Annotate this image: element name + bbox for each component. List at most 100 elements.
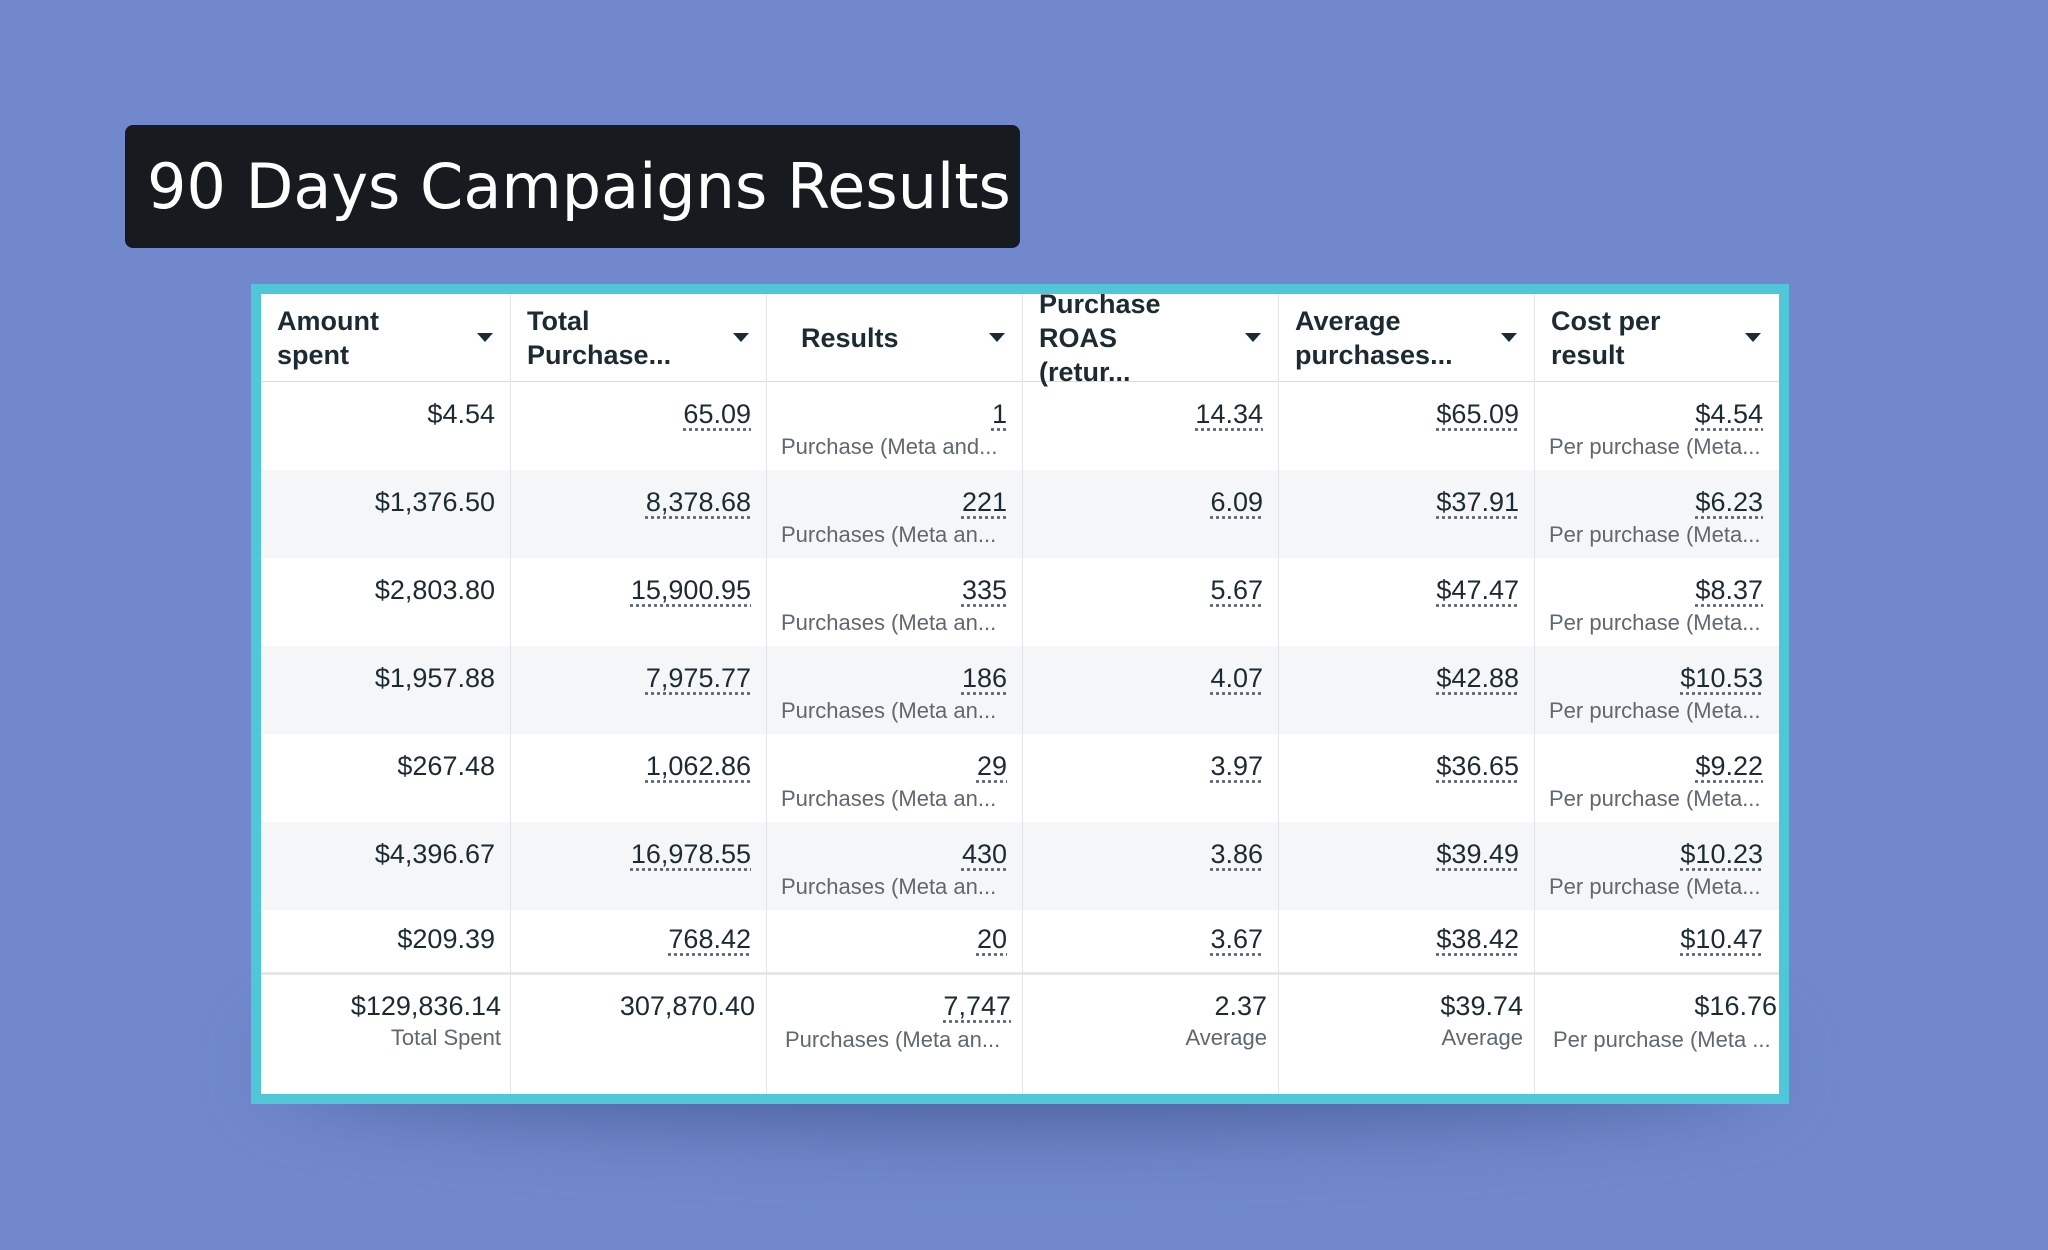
total-purchase-cell: 7,975.77 bbox=[511, 646, 767, 734]
cost-per-result-value[interactable]: $9.22 bbox=[1695, 751, 1763, 781]
table-row[interactable]: $2,803.80 15,900.95 335 Purchases (Meta a… bbox=[261, 558, 1779, 646]
average-purchases-value[interactable]: $65.09 bbox=[1436, 399, 1519, 429]
column-header-label: Average purchases... bbox=[1295, 305, 1453, 370]
column-header-label: Purchase ROAS (retur... bbox=[1039, 294, 1161, 387]
average-purchases-cell: $42.88 bbox=[1279, 646, 1535, 734]
cost-per-result-cell: $10.53 Per purchase (Meta... bbox=[1535, 646, 1779, 734]
results-subtext: Purchases (Meta an... bbox=[781, 786, 997, 811]
average-purchases-value[interactable]: $37.91 bbox=[1436, 487, 1519, 517]
cost-per-result-subtext: Per purchase (Meta... bbox=[1549, 786, 1761, 811]
roas-cell: 3.86 bbox=[1023, 822, 1279, 910]
total-roas-subtext: Average bbox=[1185, 1025, 1267, 1050]
results-table: Amount spent Total Purchase... Results P… bbox=[261, 294, 1779, 1094]
roas-value[interactable]: 14.34 bbox=[1195, 399, 1263, 429]
average-purchases-value[interactable]: $38.42 bbox=[1436, 924, 1519, 954]
total-purchase-value[interactable]: 15,900.95 bbox=[630, 575, 751, 605]
table-frame: Amount spent Total Purchase... Results P… bbox=[251, 284, 1789, 1104]
average-purchases-value[interactable]: $39.49 bbox=[1436, 839, 1519, 869]
results-cell: 221 Purchases (Meta an... bbox=[767, 470, 1023, 558]
results-subtext: Purchase (Meta and... bbox=[781, 434, 998, 459]
roas-value[interactable]: 3.86 bbox=[1210, 839, 1263, 869]
roas-value[interactable]: 3.67 bbox=[1210, 924, 1263, 954]
amount-spent-value: $4.54 bbox=[427, 399, 495, 429]
total-purchase-value[interactable]: 7,975.77 bbox=[645, 663, 751, 693]
total-purchase-total-cell: 307,870.40 bbox=[511, 975, 767, 1094]
amount-spent-value: $1,957.88 bbox=[374, 663, 495, 693]
cost-per-result-value[interactable]: $10.47 bbox=[1680, 924, 1763, 954]
caret-down-icon[interactable] bbox=[1501, 333, 1517, 342]
results-subtext: Purchases (Meta an... bbox=[781, 874, 997, 899]
caret-down-icon[interactable] bbox=[733, 333, 749, 342]
results-value[interactable]: 29 bbox=[976, 751, 1007, 781]
caret-down-icon[interactable] bbox=[1745, 333, 1761, 342]
average-purchases-cell: $38.42 bbox=[1279, 910, 1535, 968]
total-purchase-value[interactable]: 768.42 bbox=[668, 924, 751, 954]
total-purchase-value[interactable]: 65.09 bbox=[683, 399, 751, 429]
average-purchases-value[interactable]: $36.65 bbox=[1436, 751, 1519, 781]
results-value[interactable]: 335 bbox=[961, 575, 1007, 605]
roas-value[interactable]: 3.97 bbox=[1210, 751, 1263, 781]
amount-spent-cell: $4.54 bbox=[261, 382, 511, 470]
results-cell: 1 Purchase (Meta and... bbox=[767, 382, 1023, 470]
table-row[interactable]: $209.39 768.42 20 3.67 $38.42 $10.47 bbox=[261, 910, 1779, 968]
cost-per-result-value[interactable]: $10.53 bbox=[1680, 663, 1763, 693]
table-row[interactable]: $267.48 1,062.86 29 Purchases (Meta an...… bbox=[261, 734, 1779, 822]
column-header-cost-per-result[interactable]: Cost per result bbox=[1535, 294, 1779, 381]
cost-per-result-value[interactable]: $10.23 bbox=[1680, 839, 1763, 869]
caret-down-icon[interactable] bbox=[1245, 333, 1261, 342]
total-roas-cell: 2.37 Average bbox=[1023, 975, 1279, 1094]
amount-spent-cell: $4,396.67 bbox=[261, 822, 511, 910]
amount-spent-value: $267.48 bbox=[397, 751, 495, 781]
table-row[interactable]: $1,376.50 8,378.68 221 Purchases (Meta an… bbox=[261, 470, 1779, 558]
average-purchases-cell: $37.91 bbox=[1279, 470, 1535, 558]
roas-value[interactable]: 6.09 bbox=[1210, 487, 1263, 517]
results-value[interactable]: 20 bbox=[976, 924, 1007, 954]
roas-cell: 14.34 bbox=[1023, 382, 1279, 470]
roas-value[interactable]: 5.67 bbox=[1210, 575, 1263, 605]
column-header-average-purchases[interactable]: Average purchases... bbox=[1279, 294, 1535, 381]
table-row[interactable]: $4.54 65.09 1 Purchase (Meta and... 14.34… bbox=[261, 382, 1779, 470]
average-purchases-cell: $39.49 bbox=[1279, 822, 1535, 910]
results-value[interactable]: 186 bbox=[961, 663, 1007, 693]
column-header-results[interactable]: Results bbox=[767, 294, 1023, 381]
results-value[interactable]: 430 bbox=[961, 839, 1007, 869]
total-results-cell: 7,747 Purchases (Meta an... bbox=[767, 975, 1023, 1094]
roas-value[interactable]: 4.07 bbox=[1210, 663, 1263, 693]
caret-down-icon[interactable] bbox=[477, 333, 493, 342]
cost-per-result-value[interactable]: $8.37 bbox=[1695, 575, 1763, 605]
total-amount-cell: $129,836.14 Total Spent bbox=[261, 975, 511, 1094]
total-purchase-cell: 16,978.55 bbox=[511, 822, 767, 910]
average-purchases-cell: $65.09 bbox=[1279, 382, 1535, 470]
results-value[interactable]: 221 bbox=[961, 487, 1007, 517]
results-cell: 29 Purchases (Meta an... bbox=[767, 734, 1023, 822]
column-header-amount-spent[interactable]: Amount spent bbox=[261, 294, 511, 381]
cost-per-result-value[interactable]: $4.54 bbox=[1695, 399, 1763, 429]
table-row[interactable]: $1,957.88 7,975.77 186 Purchases (Meta an… bbox=[261, 646, 1779, 734]
total-purchase-total-value: 307,870.40 bbox=[619, 991, 755, 1021]
table-row[interactable]: $4,396.67 16,978.55 430 Purchases (Meta a… bbox=[261, 822, 1779, 910]
total-purchase-value[interactable]: 8,378.68 bbox=[645, 487, 751, 517]
caret-down-icon[interactable] bbox=[989, 333, 1005, 342]
column-header-purchase-roas[interactable]: Purchase ROAS (retur... bbox=[1023, 294, 1279, 387]
roas-cell: 6.09 bbox=[1023, 470, 1279, 558]
total-results-subtext: Purchases (Meta an... bbox=[785, 1027, 1001, 1052]
column-header-total-purchase[interactable]: Total Purchase... bbox=[511, 294, 767, 381]
total-purchase-value[interactable]: 16,978.55 bbox=[630, 839, 751, 869]
table-body: $4.54 65.09 1 Purchase (Meta and... 14.34… bbox=[261, 382, 1779, 968]
roas-cell: 4.07 bbox=[1023, 646, 1279, 734]
results-subtext: Purchases (Meta an... bbox=[781, 610, 997, 635]
results-value[interactable]: 1 bbox=[991, 399, 1007, 429]
results-cell: 186 Purchases (Meta an... bbox=[767, 646, 1023, 734]
cost-per-result-cell: $9.22 Per purchase (Meta... bbox=[1535, 734, 1779, 822]
cost-per-result-value[interactable]: $6.23 bbox=[1695, 487, 1763, 517]
amount-spent-cell: $1,376.50 bbox=[261, 470, 511, 558]
total-purchase-cell: 768.42 bbox=[511, 910, 767, 968]
column-header-label: Total Purchase... bbox=[527, 305, 672, 370]
average-purchases-cell: $36.65 bbox=[1279, 734, 1535, 822]
total-results-value[interactable]: 7,747 bbox=[943, 991, 1011, 1021]
cost-per-result-subtext: Per purchase (Meta... bbox=[1549, 610, 1761, 635]
average-purchases-value[interactable]: $47.47 bbox=[1436, 575, 1519, 605]
total-roas-value: 2.37 bbox=[1214, 991, 1267, 1021]
average-purchases-value[interactable]: $42.88 bbox=[1436, 663, 1519, 693]
total-purchase-value[interactable]: 1,062.86 bbox=[645, 751, 751, 781]
